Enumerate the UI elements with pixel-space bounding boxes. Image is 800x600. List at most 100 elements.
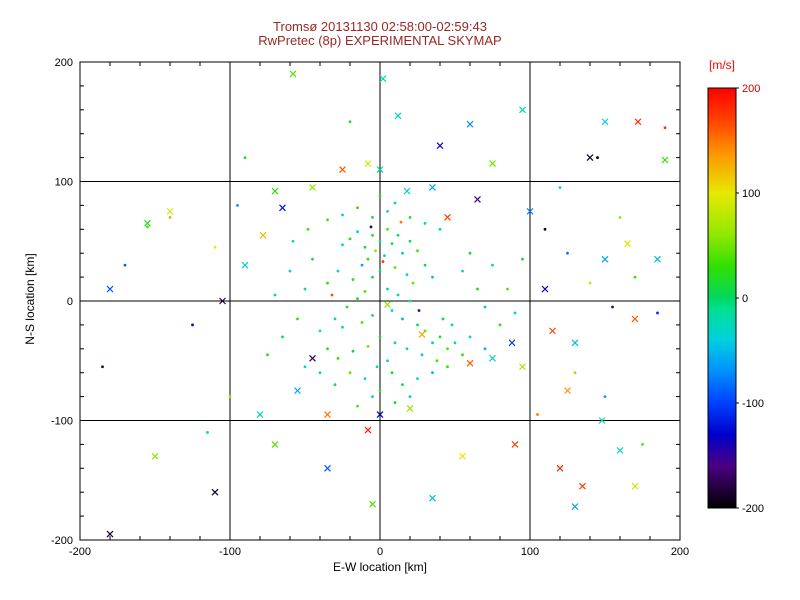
scatter-point bbox=[303, 365, 307, 369]
scatter-point bbox=[631, 482, 639, 490]
scatter-point bbox=[405, 273, 409, 277]
scatter-point bbox=[364, 426, 372, 434]
scatter-point bbox=[228, 395, 232, 398]
scatter-point bbox=[601, 255, 609, 263]
y-axis-label: N-S location [km] bbox=[23, 253, 37, 345]
scatter-point bbox=[256, 411, 264, 418]
scatter-point bbox=[631, 315, 639, 323]
x-tick-label: -100 bbox=[219, 546, 241, 558]
scatter-point bbox=[616, 446, 624, 454]
scatter-point bbox=[474, 196, 481, 203]
scatter-point bbox=[106, 285, 114, 293]
scatter-point bbox=[403, 187, 411, 195]
scatter-point bbox=[356, 206, 359, 210]
scatter-point bbox=[423, 263, 427, 267]
scatter-point bbox=[279, 204, 286, 212]
axis-ticks bbox=[79, 61, 681, 541]
scatter-point bbox=[363, 290, 367, 293]
scatter-point bbox=[556, 464, 564, 472]
colorbar-tick-label: 0 bbox=[742, 293, 748, 305]
scatter-point bbox=[341, 325, 344, 329]
scatter-point bbox=[408, 299, 412, 303]
scatter-point bbox=[371, 395, 374, 398]
scatter-point bbox=[601, 118, 609, 126]
y-tick-label: 0 bbox=[67, 296, 73, 308]
x-axis-label: E-W location [km] bbox=[332, 560, 428, 574]
scatter-point bbox=[146, 225, 149, 229]
scatter-point bbox=[318, 371, 322, 375]
scatter-point bbox=[508, 339, 516, 347]
scatter-point bbox=[356, 404, 359, 408]
scatter-point bbox=[401, 251, 404, 255]
scatter-point bbox=[330, 293, 334, 297]
scatter-point bbox=[378, 335, 382, 339]
scatter-point bbox=[526, 207, 534, 215]
scatter-point bbox=[356, 297, 359, 301]
scatter-point bbox=[356, 230, 359, 234]
scatter-point bbox=[369, 225, 373, 229]
scatter-point bbox=[348, 237, 352, 241]
scatter-point bbox=[213, 245, 217, 249]
scatter-point bbox=[374, 249, 377, 253]
scatter-point bbox=[393, 201, 397, 205]
scatter-point bbox=[363, 245, 367, 249]
scatter-point bbox=[378, 194, 382, 198]
scatter-point bbox=[326, 347, 329, 351]
scatter-point bbox=[211, 488, 219, 496]
scatter-point bbox=[291, 239, 295, 243]
scatter-point bbox=[558, 186, 562, 189]
scatter-point bbox=[309, 184, 316, 191]
scatter-point bbox=[375, 365, 379, 369]
scatter-point bbox=[326, 281, 329, 285]
scatter-point bbox=[351, 349, 355, 353]
scatter-point bbox=[423, 221, 427, 225]
x-tick-label: 200 bbox=[671, 546, 689, 558]
scatter-point bbox=[588, 281, 592, 285]
colorbar-ticks: 200 100 0 -100 -200 bbox=[736, 83, 764, 515]
scatter-point bbox=[339, 166, 346, 173]
scatter-point bbox=[401, 317, 404, 321]
scatter-point bbox=[101, 365, 104, 369]
scatter-point bbox=[431, 275, 434, 279]
colorbar-tick-label: 200 bbox=[742, 83, 760, 95]
scatter-point bbox=[273, 293, 277, 297]
scatter-point bbox=[511, 440, 519, 448]
scatter-point bbox=[519, 106, 526, 114]
scatter-point bbox=[466, 120, 474, 128]
gridlines bbox=[80, 62, 680, 540]
scatter-point bbox=[416, 323, 419, 327]
scatter-point bbox=[405, 347, 409, 351]
scatter-point bbox=[379, 75, 387, 83]
scatter-point bbox=[390, 309, 394, 312]
scatter-point bbox=[498, 323, 502, 327]
scatter-point bbox=[641, 443, 644, 446]
scatter-point bbox=[378, 389, 382, 393]
x-tick-label: -200 bbox=[69, 546, 91, 558]
plot-frame bbox=[79, 61, 681, 541]
chart-subtitle: RwPretec (8p) EXPERIMENTAL SKYMAP bbox=[258, 33, 502, 48]
scatter-point bbox=[571, 339, 579, 347]
scatter-point bbox=[383, 254, 386, 257]
scatter-point bbox=[236, 204, 239, 207]
scatter-point bbox=[598, 417, 606, 424]
scatter-point bbox=[596, 156, 599, 160]
scatter-point bbox=[459, 452, 466, 460]
scatter-point bbox=[394, 112, 402, 120]
scatter-point bbox=[371, 233, 374, 237]
scatter-point bbox=[311, 257, 314, 261]
scatter-point bbox=[393, 266, 397, 269]
scatter-point bbox=[411, 281, 415, 285]
scatter-point bbox=[376, 166, 384, 173]
scatter-point bbox=[396, 233, 400, 237]
scatter-point bbox=[519, 363, 526, 371]
scatter-point bbox=[306, 227, 310, 231]
scatter-point bbox=[446, 347, 449, 351]
scatter-point bbox=[571, 503, 579, 510]
scatter-point bbox=[369, 500, 376, 508]
scatter-point bbox=[408, 215, 412, 219]
scatter-point bbox=[396, 293, 400, 297]
scatter-point bbox=[390, 242, 394, 246]
scatter-point bbox=[393, 341, 397, 345]
scatter-point bbox=[378, 239, 382, 243]
